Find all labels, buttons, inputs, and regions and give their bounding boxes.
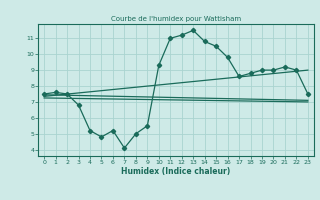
Title: Courbe de l'humidex pour Wattisham: Courbe de l'humidex pour Wattisham	[111, 16, 241, 22]
X-axis label: Humidex (Indice chaleur): Humidex (Indice chaleur)	[121, 167, 231, 176]
